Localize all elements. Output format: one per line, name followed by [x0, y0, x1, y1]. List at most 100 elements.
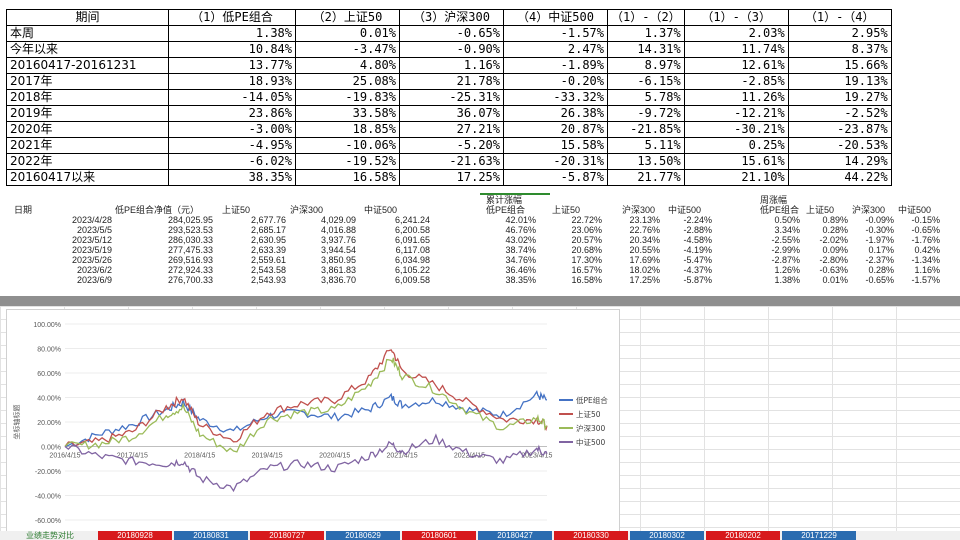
value-cell[interactable]: -20.31%: [503, 153, 608, 170]
sheet-tab[interactable]: 20171229: [782, 531, 856, 540]
value-cell[interactable]: 27.21%: [399, 121, 504, 138]
value-cell[interactable]: 0.28%: [822, 225, 848, 235]
value-cell[interactable]: 277,475.33: [167, 245, 213, 255]
column-header[interactable]: 上证50: [806, 205, 835, 215]
value-cell[interactable]: 2,543.93: [250, 275, 286, 285]
value-cell[interactable]: 15.58%: [503, 137, 608, 154]
value-cell[interactable]: 17.30%: [571, 255, 602, 265]
value-cell[interactable]: 25.08%: [295, 73, 400, 90]
value-cell[interactable]: -0.65%: [865, 275, 894, 285]
sheet-tab[interactable]: 20180427: [478, 531, 552, 540]
value-cell[interactable]: 21.77%: [607, 169, 685, 186]
row-label-cell[interactable]: 2021年: [6, 137, 169, 154]
value-cell[interactable]: -5.47%: [683, 255, 712, 265]
value-cell[interactable]: -12.21%: [683, 105, 789, 122]
value-cell[interactable]: -1.89%: [503, 57, 608, 74]
column-header[interactable]: 上证50: [222, 205, 251, 215]
value-cell[interactable]: 0.28%: [868, 265, 894, 275]
value-cell[interactable]: 46.76%: [505, 225, 536, 235]
value-cell[interactable]: -25.31%: [399, 89, 504, 106]
column-header[interactable]: 低PE组合净值（元）: [115, 205, 200, 215]
value-cell[interactable]: 6,034.98: [394, 255, 430, 265]
value-cell[interactable]: 17.25%: [399, 169, 504, 186]
sheet-tab[interactable]: 20180928: [98, 531, 172, 540]
value-cell[interactable]: -1.97%: [865, 235, 894, 245]
value-cell[interactable]: 20.87%: [503, 121, 608, 138]
value-cell[interactable]: -1.57%: [503, 25, 608, 42]
value-cell[interactable]: 1.37%: [607, 25, 685, 42]
value-cell[interactable]: 8.97%: [607, 57, 685, 74]
value-cell[interactable]: 17.69%: [629, 255, 660, 265]
value-cell[interactable]: 13.77%: [168, 57, 296, 74]
value-cell[interactable]: 5.78%: [607, 89, 685, 106]
value-cell[interactable]: 284,025.95: [167, 215, 213, 225]
sheet-tab[interactable]: 20180202: [706, 531, 780, 540]
value-cell[interactable]: 3,850.95: [320, 255, 356, 265]
value-cell[interactable]: 34.76%: [505, 255, 536, 265]
value-cell[interactable]: -2.55%: [771, 235, 800, 245]
value-cell[interactable]: 1.16%: [914, 265, 940, 275]
value-cell[interactable]: （1）-（2）: [607, 9, 685, 26]
value-cell[interactable]: 4.80%: [295, 57, 400, 74]
value-cell[interactable]: 38.35%: [505, 275, 536, 285]
value-cell[interactable]: 0.01%: [295, 25, 400, 42]
value-cell[interactable]: 1.16%: [399, 57, 504, 74]
value-cell[interactable]: -3.00%: [168, 121, 296, 138]
value-cell[interactable]: 22.76%: [629, 225, 660, 235]
value-cell[interactable]: 269,516.93: [167, 255, 213, 265]
value-cell[interactable]: 14.31%: [607, 41, 685, 58]
value-cell[interactable]: 14.29%: [787, 153, 892, 170]
sheet-tab[interactable]: 20180831: [174, 531, 248, 540]
value-cell[interactable]: 1.38%: [168, 25, 296, 42]
value-cell[interactable]: 2,630.95: [250, 235, 286, 245]
value-cell[interactable]: -6.02%: [168, 153, 296, 170]
value-cell[interactable]: 3.34%: [774, 225, 800, 235]
sheet-tab-active[interactable]: 业绩走势对比: [4, 531, 96, 540]
value-cell[interactable]: 23.06%: [571, 225, 602, 235]
value-cell[interactable]: 286,030.33: [167, 235, 213, 245]
value-cell[interactable]: -1.57%: [911, 275, 940, 285]
value-cell[interactable]: 44.22%: [787, 169, 892, 186]
column-header[interactable]: 中证500: [364, 205, 398, 215]
value-cell[interactable]: -2.37%: [865, 255, 894, 265]
value-cell[interactable]: 16.57%: [571, 265, 602, 275]
value-cell[interactable]: -23.87%: [787, 121, 892, 138]
date-cell[interactable]: 2023/6/2: [76, 265, 112, 275]
value-cell[interactable]: -20.53%: [787, 137, 892, 154]
value-cell[interactable]: （2）上证50: [295, 9, 400, 26]
value-cell[interactable]: 20.57%: [571, 235, 602, 245]
value-cell[interactable]: 6,200.58: [394, 225, 430, 235]
value-cell[interactable]: -2.02%: [819, 235, 848, 245]
value-cell[interactable]: （3）沪深300: [399, 9, 504, 26]
value-cell[interactable]: 11.74%: [683, 41, 789, 58]
value-cell[interactable]: 293,523.53: [167, 225, 213, 235]
value-cell[interactable]: 0.89%: [822, 215, 848, 225]
value-cell[interactable]: 38.74%: [505, 245, 536, 255]
value-cell[interactable]: -0.65%: [399, 25, 504, 42]
value-cell[interactable]: 4,029.09: [320, 215, 356, 225]
value-cell[interactable]: -9.72%: [607, 105, 685, 122]
column-header[interactable]: 沪深300: [622, 205, 656, 215]
value-cell[interactable]: -14.05%: [168, 89, 296, 106]
value-cell[interactable]: -0.90%: [399, 41, 504, 58]
value-cell[interactable]: 5.11%: [607, 137, 685, 154]
row-label-cell[interactable]: 今年以来: [6, 41, 169, 58]
value-cell[interactable]: -4.58%: [683, 235, 712, 245]
value-cell[interactable]: 15.61%: [683, 153, 789, 170]
value-cell[interactable]: -1.76%: [911, 235, 940, 245]
value-cell[interactable]: -0.63%: [819, 265, 848, 275]
value-cell[interactable]: 18.85%: [295, 121, 400, 138]
value-cell[interactable]: 36.07%: [399, 105, 504, 122]
value-cell[interactable]: 272,924.33: [167, 265, 213, 275]
value-cell[interactable]: 1.26%: [774, 265, 800, 275]
value-cell[interactable]: 22.72%: [571, 215, 602, 225]
row-label-cell[interactable]: 本周: [6, 25, 169, 42]
value-cell[interactable]: （1）-（4）: [787, 9, 892, 26]
value-cell[interactable]: 0.09%: [822, 245, 848, 255]
row-label-cell[interactable]: 2020年: [6, 121, 169, 138]
value-cell[interactable]: 16.58%: [571, 275, 602, 285]
value-cell[interactable]: -19.83%: [295, 89, 400, 106]
value-cell[interactable]: 0.50%: [774, 215, 800, 225]
value-cell[interactable]: （1）-（3）: [683, 9, 789, 26]
value-cell[interactable]: -2.87%: [771, 255, 800, 265]
